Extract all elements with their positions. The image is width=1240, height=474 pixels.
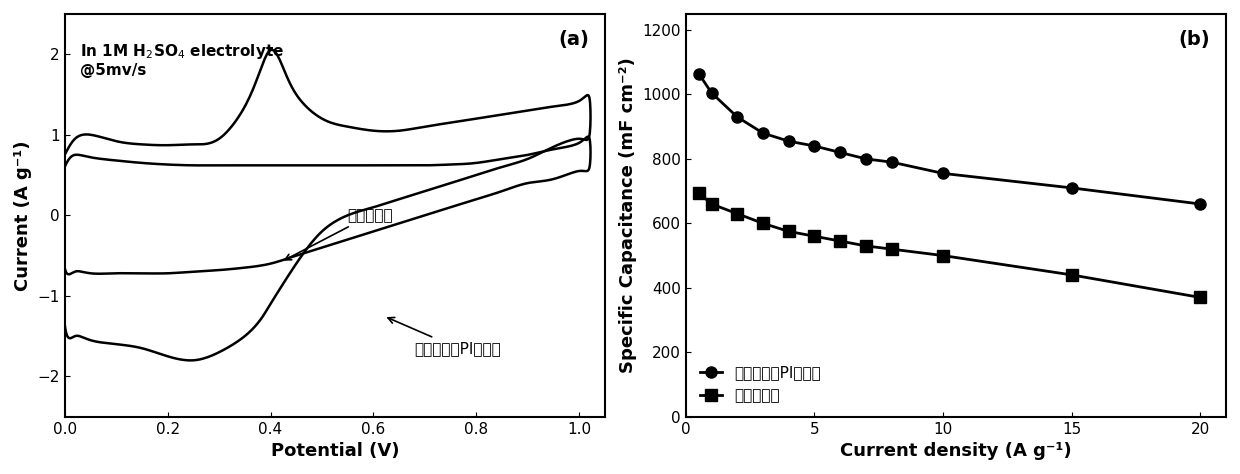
- Legend: 吸附水解的PI分子后, 无表面处理: 吸附水解的PI分子后, 无表面处理: [693, 359, 827, 409]
- X-axis label: Current density (A g⁻¹): Current density (A g⁻¹): [841, 442, 1071, 460]
- Text: 吸附水解的PI分子后: 吸附水解的PI分子后: [388, 318, 501, 356]
- Text: (a): (a): [558, 30, 589, 49]
- Y-axis label: Specific Capacitance (mF cm⁻²): Specific Capacitance (mF cm⁻²): [619, 57, 637, 373]
- Text: In 1M H$_2$SO$_4$ electrolyte
@5mv/s: In 1M H$_2$SO$_4$ electrolyte @5mv/s: [81, 42, 284, 79]
- Text: (b): (b): [1178, 30, 1210, 49]
- X-axis label: Potential (V): Potential (V): [270, 442, 399, 460]
- Text: 无表面处理: 无表面处理: [285, 208, 393, 260]
- Y-axis label: Current (A g⁻¹): Current (A g⁻¹): [14, 140, 32, 291]
